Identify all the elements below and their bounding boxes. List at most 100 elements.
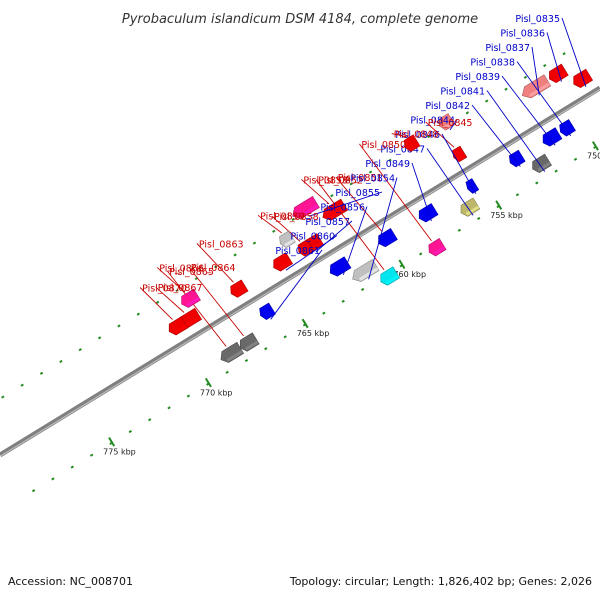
- gene-highlight: [385, 274, 400, 285]
- gene-pisl-0837[interactable]: [521, 74, 552, 99]
- gene-label[interactable]: Pisl_0841: [440, 87, 485, 98]
- label-leader-line: [335, 176, 383, 232]
- gene-pisl-0850[interactable]: [428, 237, 447, 257]
- guide-tick: [117, 324, 121, 328]
- gene-pisl-0842[interactable]: [508, 149, 526, 168]
- gene-label[interactable]: Pisl_0859: [260, 211, 305, 222]
- label-leader-line: [188, 266, 244, 337]
- guide-tick: [128, 429, 133, 434]
- label-leader-line: [271, 215, 301, 242]
- gene-pisl-0848[interactable]: [403, 134, 421, 152]
- label-leader-line: [546, 32, 562, 82]
- gene-highlight: [245, 340, 259, 351]
- label-leader-line: [359, 143, 432, 242]
- guide-tick: [554, 169, 558, 173]
- gene-highlight: [564, 127, 575, 136]
- guide-tick: [283, 335, 287, 339]
- guide-tick: [341, 299, 345, 303]
- gene-highlight: [186, 296, 200, 307]
- scale-label: 770 kbp: [200, 388, 233, 397]
- genome-summary-text: Topology: circular; Length: 1,826,402 bp…: [289, 575, 592, 588]
- gene-label[interactable]: Pisl_0853: [303, 175, 348, 186]
- guide-tick: [322, 311, 326, 315]
- gene-label[interactable]: Pisl_0844: [410, 116, 455, 127]
- gene-pisl-0851[interactable]: [378, 227, 398, 248]
- gene-highlight: [328, 206, 348, 220]
- guide-tick: [252, 241, 257, 245]
- gene-label[interactable]: Pisl_0847: [380, 145, 425, 156]
- gene-pisl-0864[interactable]: [240, 332, 260, 352]
- gene-pisl-0865[interactable]: [220, 341, 245, 363]
- gene-highlight: [383, 236, 397, 246]
- gene-label[interactable]: Pisl_0838: [470, 58, 515, 69]
- gene-pisl-0856[interactable]: [329, 256, 352, 277]
- gene-label[interactable]: Pisl_0836: [500, 29, 545, 40]
- gene-pisl-0858[interactable]: [297, 239, 315, 257]
- gene-pisl-0859[interactable]: [279, 230, 296, 249]
- guide-tick: [214, 265, 218, 269]
- gene-pisl-0870[interactable]: [168, 316, 189, 336]
- gene-label[interactable]: Pisl_0870: [142, 284, 187, 295]
- guide-tick: [97, 336, 102, 340]
- guide-tick: [148, 418, 152, 422]
- guide-tick: [523, 75, 528, 79]
- gene-pisl-0841[interactable]: [532, 153, 552, 173]
- gene-label[interactable]: Pisl_0865: [169, 267, 214, 278]
- gene-label[interactable]: Pisl_0852: [318, 176, 363, 187]
- scale-label: 755 kbp: [490, 211, 523, 220]
- gene-pisl-0866[interactable]: [181, 288, 201, 308]
- gene-label[interactable]: Pisl_0846: [395, 130, 440, 141]
- gene-highlight: [302, 247, 314, 256]
- gene-label[interactable]: Pisl_0863: [199, 239, 244, 250]
- gene-label[interactable]: Pisl_0860: [290, 232, 335, 243]
- gene-label[interactable]: Pisl_0864: [191, 263, 236, 274]
- label-leader-line: [368, 177, 398, 280]
- guide-tick: [136, 312, 140, 316]
- guide-tick: [51, 477, 55, 481]
- gene-highlight: [514, 157, 525, 166]
- gene-label[interactable]: Pisl_0835: [515, 14, 560, 25]
- label-leader-line: [270, 249, 323, 320]
- label-leader-line: [315, 179, 385, 271]
- guide-tick: [457, 228, 462, 232]
- gene-pisl-0847[interactable]: [460, 197, 481, 217]
- gene-highlight: [578, 76, 593, 87]
- gene-label[interactable]: Pisl_0849: [365, 159, 410, 170]
- label-leader-line: [196, 243, 234, 283]
- gene-label[interactable]: Pisl_0858: [274, 212, 319, 223]
- gene-label[interactable]: Pisl_0848: [394, 130, 439, 141]
- gene-pisl-0860[interactable]: [273, 252, 294, 272]
- label-leader-line: [486, 90, 546, 172]
- guide-tick: [1, 395, 5, 399]
- gene-label[interactable]: Pisl_0854: [350, 174, 395, 185]
- guide-tick: [426, 134, 431, 139]
- gene-label[interactable]: Pisl_0837: [485, 43, 530, 54]
- scale-tick: [204, 377, 212, 388]
- guide-tick: [233, 253, 237, 257]
- gene-pisl-0839[interactable]: [542, 127, 563, 147]
- guide-tick: [78, 348, 82, 352]
- gene-pisl-0852[interactable]: [380, 266, 401, 286]
- gene-pisl-0838[interactable]: [559, 119, 576, 137]
- gene-pisl-0853[interactable]: [322, 198, 349, 221]
- gene-label[interactable]: Pisl_0866: [159, 264, 204, 275]
- gene-label[interactable]: Pisl_0867: [158, 283, 203, 294]
- label-leader-line: [531, 46, 540, 96]
- gene-label[interactable]: Pisl_0842: [425, 101, 470, 112]
- gene-pisl-0861[interactable]: [259, 302, 276, 320]
- gene-highlight: [529, 82, 551, 97]
- gene-pisl-0844[interactable]: [438, 113, 456, 131]
- gene-label[interactable]: Pisl_0845: [428, 118, 473, 129]
- gene-label[interactable]: Pisl_0850: [361, 140, 406, 151]
- gene-highlight: [443, 121, 455, 130]
- gene-pisl-0863[interactable]: [230, 279, 249, 298]
- gene-highlight: [284, 238, 295, 247]
- gene-pisl-0855[interactable]: [292, 195, 320, 219]
- gene-label[interactable]: Pisl_0855: [335, 188, 380, 199]
- gene-label[interactable]: Pisl_0857: [305, 217, 350, 228]
- label-leader-line: [166, 270, 227, 347]
- gene-label[interactable]: Pisl_0856: [320, 203, 365, 214]
- gene-label[interactable]: Pisl_0839: [455, 72, 500, 83]
- gene-label[interactable]: Pisl_0851: [338, 173, 383, 184]
- gene-label[interactable]: Pisl_0861: [275, 246, 320, 257]
